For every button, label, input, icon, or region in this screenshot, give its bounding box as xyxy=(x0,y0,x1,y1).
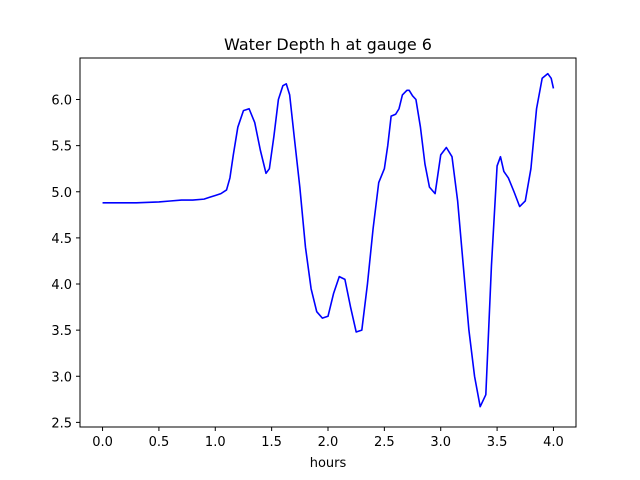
x-axis-ticks: 0.0 0.5 1.0 1.5 2.0 2.5 3.0 3.5 4.0 xyxy=(92,427,564,450)
y-tick-label: 4.0 xyxy=(51,278,72,293)
y-tick-label: 5.0 xyxy=(51,186,72,201)
x-tick-label: 4.0 xyxy=(543,435,564,450)
x-tick-label: 3.0 xyxy=(430,435,451,450)
y-tick-label: 6.0 xyxy=(51,94,72,109)
y-tick-label: 2.5 xyxy=(51,416,72,431)
x-tick-label: 1.0 xyxy=(205,435,226,450)
x-tick-label: 2.5 xyxy=(374,435,395,450)
x-tick-label: 2.0 xyxy=(318,435,339,450)
x-tick-label: 0.5 xyxy=(149,435,170,450)
x-tick-label: 0.0 xyxy=(92,435,113,450)
x-axis-label: hours xyxy=(310,456,347,471)
series-line-0 xyxy=(102,72,555,408)
y-tick-label: 4.5 xyxy=(51,232,72,247)
y-tick-label: 3.5 xyxy=(51,324,72,339)
y-axis-ticks: 2.5 3.0 3.5 4.0 4.5 5.0 5.5 6.0 xyxy=(51,94,80,431)
plot-area xyxy=(79,57,577,428)
y-tick-label: 5.5 xyxy=(51,140,72,155)
y-tick-label: 3.0 xyxy=(51,370,72,385)
x-tick-label: 3.5 xyxy=(487,435,508,450)
axes-frame xyxy=(79,57,577,428)
chart-title: Water Depth h at gauge 6 xyxy=(224,35,432,54)
x-tick-label: 1.5 xyxy=(261,435,282,450)
